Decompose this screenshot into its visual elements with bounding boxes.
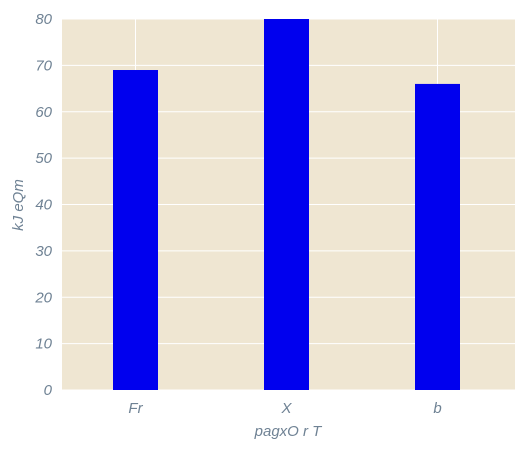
y-tick-label: 70 — [35, 57, 52, 74]
bar-X — [264, 19, 309, 390]
x-tick-label: b — [433, 400, 441, 417]
y-tick-label: 30 — [35, 243, 52, 260]
bar-Fr — [113, 70, 158, 390]
y-tick-label: 50 — [35, 150, 52, 167]
x-tick-label: Fr — [128, 400, 143, 417]
x-axis-label: pagxO r T — [254, 423, 324, 440]
x-tick-label: X — [280, 400, 292, 417]
y-tick-labels: 0 10 20 30 40 50 60 70 80 — [34, 11, 52, 399]
y-tick-label: 80 — [35, 11, 52, 28]
y-tick-label: 10 — [35, 336, 52, 353]
y-axis-label: kJ eQm — [10, 179, 27, 231]
bars — [113, 19, 460, 391]
y-tick-label: 60 — [35, 104, 52, 121]
bar-b — [415, 83, 460, 391]
y-tick-label: 20 — [34, 289, 52, 306]
y-tick-label: 0 — [44, 382, 53, 399]
y-tick-label: 40 — [35, 197, 52, 214]
